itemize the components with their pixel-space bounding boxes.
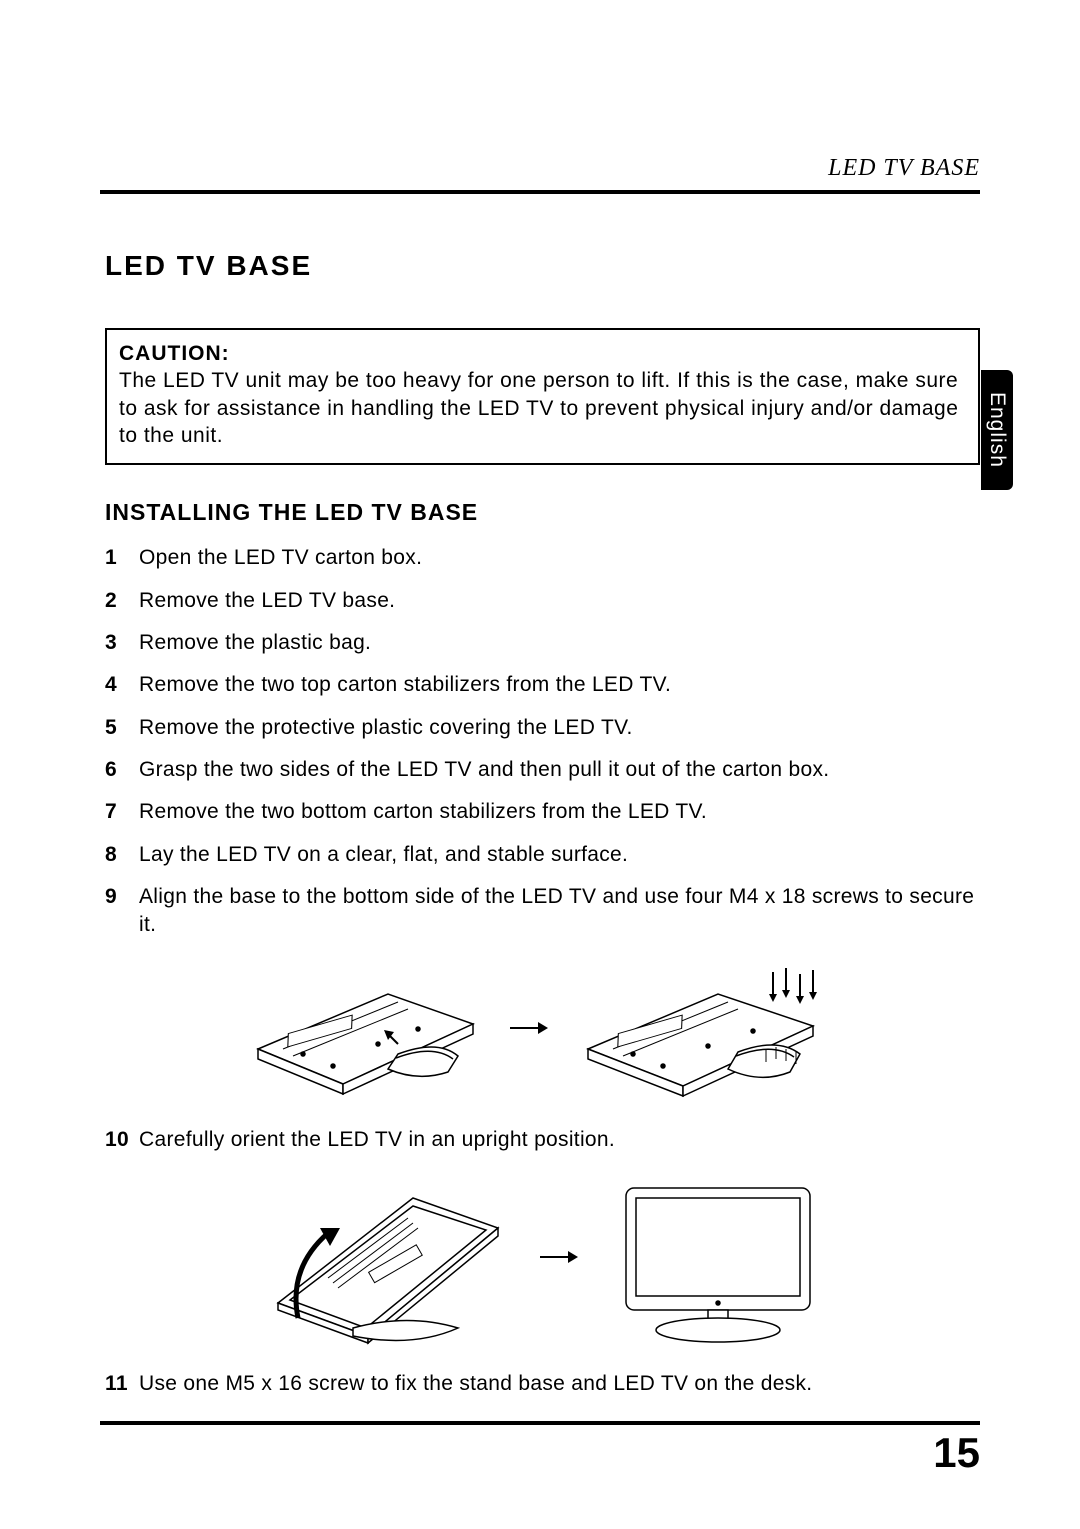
step-text: Remove the two top carton stabilizers fr… [139,673,671,696]
diagram-tv-tilting [258,1168,508,1348]
running-header: LED TV BASE [828,155,980,182]
language-tab: English [981,370,1013,490]
step-text: Align the base to the bottom side of the… [139,885,974,936]
page-number: 15 [933,1429,980,1477]
step-item: Remove the two bottom carton stabilizers… [105,798,980,826]
steps-list-3: Use one M5 x 16 screw to fix the stand b… [105,1370,980,1398]
step-item: Use one M5 x 16 screw to fix the stand b… [105,1370,980,1398]
arrow-right-icon [538,1241,578,1275]
diagram-tv-base-before [248,954,478,1104]
step-item: Carefully orient the LED TV in an uprigh… [105,1126,980,1154]
header-rule [100,190,980,194]
step-item: Lay the LED TV on a clear, flat, and sta… [105,841,980,869]
page: LED TV BASE English LED TV BASE CAUTION:… [0,0,1080,1529]
step-text: Open the LED TV carton box. [139,546,422,569]
step-item: Remove the plastic bag. [105,629,980,657]
figure-base-attach [105,954,980,1104]
subsection-title: INSTALLING THE LED TV BASE [105,499,980,526]
steps-list: Open the LED TV carton box. Remove the L… [105,544,980,939]
step-item: Remove the two top carton stabilizers fr… [105,671,980,699]
step-item: Grasp the two sides of the LED TV and th… [105,756,980,784]
diagram-tv-base-after [578,954,838,1104]
section-title: LED TV BASE [105,250,980,282]
step-text: Remove the two bottom carton stabilizers… [139,800,707,823]
arrow-right-icon [508,1012,548,1046]
caution-box: CAUTION: The LED TV unit may be too heav… [105,328,980,465]
footer-rule [100,1421,980,1425]
step-text: Lay the LED TV on a clear, flat, and sta… [139,843,628,866]
step-item: Open the LED TV carton box. [105,544,980,572]
diagram-tv-upright [608,1170,828,1345]
step-text: Grasp the two sides of the LED TV and th… [139,758,829,781]
step-item: Remove the protective plastic covering t… [105,714,980,742]
steps-list-2: Carefully orient the LED TV in an uprigh… [105,1126,980,1154]
step-text: Use one M5 x 16 screw to fix the stand b… [139,1372,812,1395]
caution-text: The LED TV unit may be too heavy for one… [119,367,964,449]
step-text: Remove the protective plastic covering t… [139,716,633,739]
step-text: Remove the LED TV base. [139,589,395,612]
caution-label: CAUTION: [119,340,964,367]
step-text: Carefully orient the LED TV in an uprigh… [139,1128,615,1151]
step-text: Remove the plastic bag. [139,631,371,654]
figure-orient-upright [105,1168,980,1348]
step-item: Remove the LED TV base. [105,587,980,615]
step-item: Align the base to the bottom side of the… [105,883,980,940]
